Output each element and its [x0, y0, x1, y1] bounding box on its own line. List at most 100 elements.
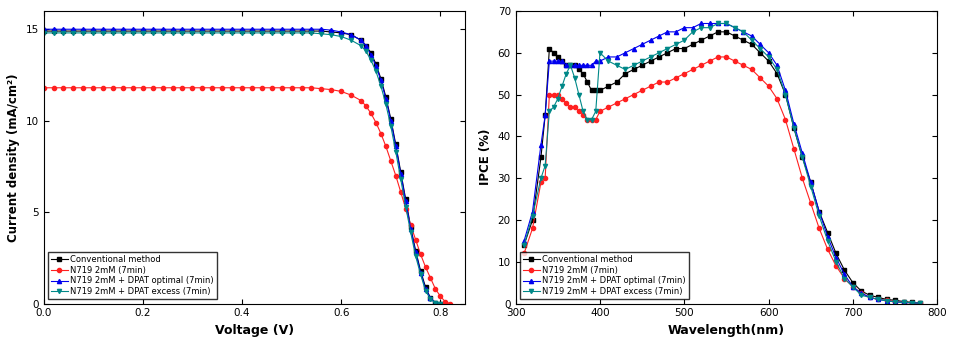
N719 2mM + DPAT excess (7min)	[517, 243, 529, 247]
N719 2mM + DPAT excess (7min)	[97, 31, 109, 35]
N719 2mM + DPAT optimal (7min)	[315, 27, 327, 31]
N719 2mM + DPAT optimal (7min)	[305, 27, 316, 31]
N719 2mM + DPAT optimal (7min)	[147, 27, 158, 31]
Conventional method	[58, 29, 70, 33]
N719 2mM + DPAT excess (7min)	[88, 31, 99, 35]
N719 2mM + DPAT excess (7min)	[108, 31, 119, 35]
Conventional method	[355, 38, 366, 42]
N719 2mM + DPAT excess (7min)	[236, 31, 248, 35]
N719 2mM + DPAT optimal (7min)	[88, 27, 99, 31]
X-axis label: Wavelength(nm): Wavelength(nm)	[667, 324, 784, 337]
Y-axis label: IPCE (%): IPCE (%)	[478, 129, 492, 185]
N719 2mM + DPAT optimal (7min)	[275, 27, 287, 31]
Conventional method	[399, 197, 411, 202]
Conventional method	[38, 29, 50, 33]
Conventional method	[305, 29, 316, 33]
N719 2mM + DPAT optimal (7min)	[206, 27, 217, 31]
Conventional method	[68, 29, 79, 33]
Conventional method	[196, 29, 208, 33]
Conventional method	[117, 29, 129, 33]
Conventional method	[335, 31, 347, 35]
N719 2mM (7min)	[914, 301, 925, 305]
N719 2mM + DPAT excess (7min)	[38, 31, 50, 35]
Conventional method	[568, 63, 579, 67]
Conventional method	[712, 30, 723, 34]
Conventional method	[246, 29, 257, 33]
N719 2mM + DPAT optimal (7min)	[167, 27, 178, 31]
N719 2mM + DPAT optimal (7min)	[424, 296, 436, 300]
Conventional method	[97, 29, 109, 33]
Conventional method	[108, 29, 119, 33]
N719 2mM + DPAT excess (7min)	[147, 31, 158, 35]
N719 2mM + DPAT excess (7min)	[295, 31, 307, 35]
N719 2mM + DPAT excess (7min)	[187, 31, 198, 35]
N719 2mM + DPAT excess (7min)	[335, 34, 347, 39]
N719 2mM + DPAT excess (7min)	[404, 230, 416, 234]
N719 2mM + DPAT excess (7min)	[255, 31, 267, 35]
N719 2mM + DPAT optimal (7min)	[390, 144, 401, 148]
Conventional method	[88, 29, 99, 33]
N719 2mM + DPAT optimal (7min)	[325, 28, 336, 32]
Conventional method	[77, 29, 89, 33]
N719 2mM + DPAT excess (7min)	[435, 302, 446, 306]
N719 2mM (7min)	[147, 86, 158, 90]
N719 2mM + DPAT optimal (7min)	[117, 27, 129, 31]
N719 2mM + DPAT optimal (7min)	[370, 64, 381, 68]
N719 2mM + DPAT optimal (7min)	[335, 30, 347, 34]
N719 2mM + DPAT excess (7min)	[872, 298, 883, 302]
N719 2mM + DPAT excess (7min)	[370, 69, 381, 73]
N719 2mM + DPAT optimal (7min)	[236, 27, 248, 31]
N719 2mM + DPAT optimal (7min)	[127, 27, 138, 31]
N719 2mM + DPAT excess (7min)	[345, 38, 356, 42]
N719 2mM + DPAT excess (7min)	[286, 31, 297, 35]
Conventional method	[255, 29, 267, 33]
N719 2mM + DPAT optimal (7min)	[137, 27, 149, 31]
N719 2mM + DPAT optimal (7min)	[68, 27, 79, 31]
N719 2mM + DPAT optimal (7min)	[286, 27, 297, 31]
N719 2mM (7min)	[627, 93, 639, 97]
Conventional method	[345, 33, 356, 37]
Line: N719 2mM (7min): N719 2mM (7min)	[521, 55, 922, 305]
Y-axis label: Current density (mA/cm²): Current density (mA/cm²)	[7, 73, 20, 241]
Conventional method	[286, 29, 297, 33]
Conventional method	[914, 301, 925, 305]
N719 2mM + DPAT optimal (7min)	[58, 27, 70, 31]
Line: N719 2mM + DPAT excess (7min): N719 2mM + DPAT excess (7min)	[42, 31, 442, 306]
Conventional method	[147, 29, 158, 33]
N719 2mM + DPAT excess (7min)	[117, 31, 129, 35]
Conventional method	[216, 29, 228, 33]
Conventional method	[187, 29, 198, 33]
N719 2mM (7min)	[439, 300, 451, 304]
N719 2mM + DPAT excess (7min)	[429, 301, 440, 305]
Conventional method	[365, 51, 376, 55]
N719 2mM + DPAT excess (7min)	[246, 31, 257, 35]
N719 2mM + DPAT optimal (7min)	[429, 301, 440, 305]
Line: N719 2mM + DPAT excess (7min): N719 2mM + DPAT excess (7min)	[521, 21, 922, 305]
N719 2mM + DPAT optimal (7min)	[872, 298, 883, 302]
Conventional method	[390, 142, 401, 147]
N719 2mM + DPAT excess (7min)	[216, 31, 228, 35]
N719 2mM (7min)	[712, 55, 723, 59]
Conventional method	[385, 117, 396, 121]
N719 2mM + DPAT optimal (7min)	[345, 33, 356, 37]
Conventional method	[905, 300, 917, 304]
Conventional method	[266, 29, 277, 33]
N719 2mM + DPAT excess (7min)	[206, 31, 217, 35]
N719 2mM (7min)	[444, 302, 456, 306]
N719 2mM + DPAT optimal (7min)	[695, 21, 706, 25]
N719 2mM + DPAT optimal (7min)	[399, 199, 411, 203]
N719 2mM + DPAT optimal (7min)	[395, 172, 406, 176]
N719 2mM (7min)	[38, 86, 50, 90]
N719 2mM + DPAT excess (7min)	[627, 63, 639, 67]
N719 2mM + DPAT optimal (7min)	[365, 53, 376, 57]
N719 2mM + DPAT excess (7min)	[68, 31, 79, 35]
N719 2mM + DPAT excess (7min)	[410, 254, 421, 258]
N719 2mM + DPAT excess (7min)	[315, 32, 327, 36]
N719 2mM + DPAT excess (7min)	[365, 58, 376, 62]
N719 2mM + DPAT optimal (7min)	[97, 27, 109, 31]
Conventional method	[176, 29, 188, 33]
Line: Conventional method: Conventional method	[521, 30, 922, 305]
N719 2mM (7min)	[872, 298, 883, 302]
N719 2mM + DPAT excess (7min)	[127, 31, 138, 35]
N719 2mM + DPAT excess (7min)	[712, 21, 723, 25]
